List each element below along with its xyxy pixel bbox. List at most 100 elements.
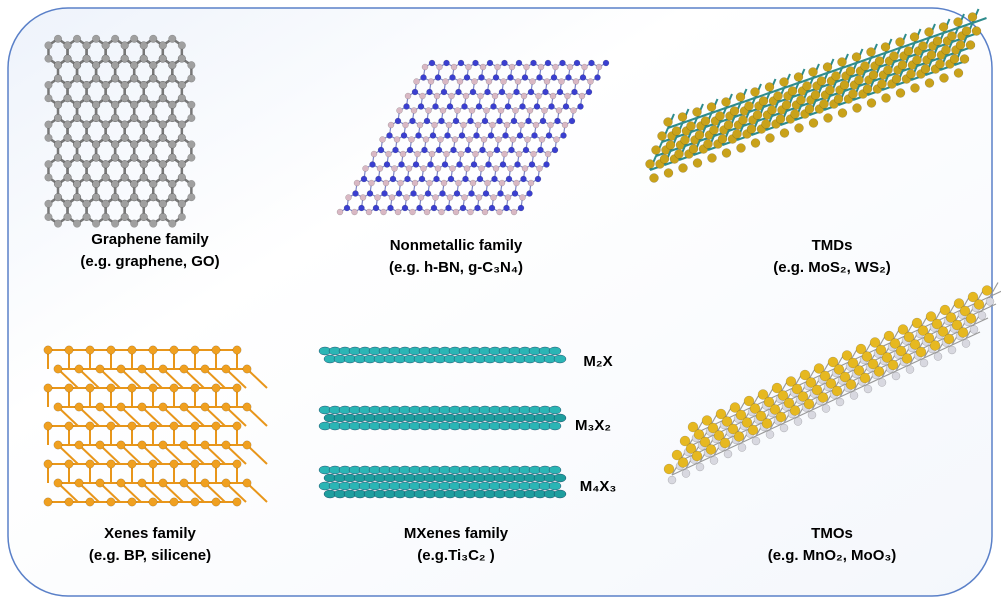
atom (409, 208, 416, 216)
atom (478, 165, 485, 172)
atom (701, 415, 713, 426)
atom (179, 440, 189, 450)
atom (137, 440, 147, 450)
atom (793, 417, 803, 426)
bond (246, 482, 268, 503)
atom (463, 165, 471, 172)
atom (949, 54, 960, 64)
atom (158, 402, 168, 412)
atom (823, 113, 833, 123)
bond (204, 444, 226, 465)
atom (787, 86, 798, 96)
atom (891, 74, 902, 84)
atom (485, 78, 493, 85)
atom (92, 153, 101, 162)
atom (421, 146, 428, 154)
atom (587, 78, 594, 85)
atom (507, 165, 514, 172)
atom (727, 423, 739, 435)
atom (906, 69, 916, 79)
atom (848, 89, 858, 99)
atom (383, 161, 391, 168)
atom (961, 339, 971, 348)
atom (463, 74, 471, 81)
atom (139, 212, 148, 222)
atom (895, 88, 906, 98)
atom (464, 146, 472, 154)
atom (520, 92, 528, 100)
atom (381, 190, 388, 197)
atom (416, 121, 424, 129)
atom (472, 150, 479, 158)
atom (111, 179, 120, 189)
atom (111, 193, 120, 202)
atom (53, 34, 63, 43)
atom (44, 120, 53, 129)
atom (679, 435, 691, 447)
bond (841, 62, 857, 69)
atom (645, 159, 655, 169)
bond (183, 406, 205, 427)
illustrations (43, 8, 1001, 507)
atom (149, 100, 158, 109)
atom (883, 330, 895, 342)
atom (402, 121, 409, 129)
bond (57, 368, 79, 389)
atom (423, 208, 431, 216)
atom (139, 120, 148, 129)
atom (92, 61, 101, 70)
atom (92, 74, 101, 83)
atom (957, 327, 969, 338)
atom (111, 61, 120, 70)
atom (789, 405, 801, 416)
atom (85, 459, 95, 469)
atom (137, 478, 147, 488)
atom (791, 383, 803, 395)
atom (519, 194, 526, 201)
atom (688, 144, 699, 154)
atom (169, 459, 179, 469)
atom (816, 76, 827, 86)
atom (74, 440, 84, 450)
bond (120, 444, 142, 465)
atom (919, 358, 929, 368)
bond (989, 282, 999, 297)
atom (465, 63, 472, 71)
atom (179, 478, 189, 488)
atom (903, 46, 914, 56)
atom (177, 160, 186, 169)
atom (578, 92, 586, 100)
atom (368, 179, 375, 187)
atom (393, 136, 401, 143)
atom (938, 22, 949, 32)
atom (935, 59, 945, 69)
atom (752, 110, 763, 120)
atom (767, 105, 777, 115)
bond (246, 368, 268, 389)
atom (825, 85, 835, 95)
atom (466, 136, 473, 143)
atom (452, 208, 460, 216)
atom (187, 61, 196, 70)
atom (462, 175, 469, 183)
atom (663, 117, 673, 127)
atom (469, 88, 477, 96)
atom (139, 199, 148, 208)
atom (63, 54, 72, 63)
atom (92, 34, 101, 43)
atom (796, 95, 806, 105)
atom (503, 121, 511, 129)
atom (130, 179, 139, 189)
atom (377, 146, 385, 154)
atom (43, 421, 53, 431)
atom (451, 136, 459, 143)
atom (73, 193, 82, 202)
atom (550, 74, 558, 81)
atom (868, 70, 879, 80)
atom (454, 107, 461, 114)
atom (177, 212, 186, 222)
atom (536, 74, 543, 81)
atom (499, 161, 507, 168)
bond (923, 350, 939, 359)
atom (120, 120, 129, 129)
